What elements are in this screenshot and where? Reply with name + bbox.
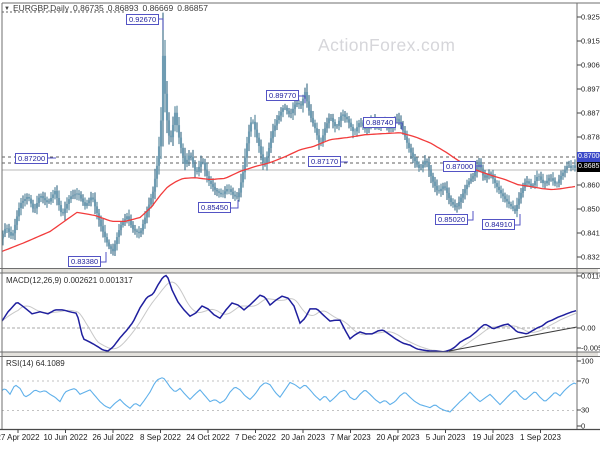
axis-tick-label: 70 xyxy=(581,376,590,386)
axis-tick-label: 0.85075 xyxy=(581,204,600,214)
macd-panel xyxy=(2,274,577,352)
axis-tick-label: 0.86000 xyxy=(581,180,600,190)
axis-tick-label: 0.90625 xyxy=(581,60,600,70)
date-tick-label: 27 Apr 2022 xyxy=(0,433,40,442)
date-tick-label: 5 Jun 2023 xyxy=(425,433,466,442)
axis-current-price-badge: 0.86857 xyxy=(577,162,600,172)
axis-tick-label: 30 xyxy=(581,405,590,415)
watermark: ActionForex.com xyxy=(318,35,456,55)
price-annotation[interactable]: 0.89770 xyxy=(266,90,300,101)
axis-tick-label: 0 xyxy=(581,421,586,431)
price-annotation[interactable]: 0.92670 xyxy=(126,14,160,25)
axis-tick-label: 0.84150 xyxy=(581,228,600,238)
date-tick-label: 26 Jul 2022 xyxy=(92,433,134,442)
rsi-panel xyxy=(2,377,577,413)
axis-tick-label: 0.91550 xyxy=(581,36,600,46)
price-annotation[interactable]: 0.83380 xyxy=(68,256,102,267)
price-annotation[interactable]: 0.84910 xyxy=(482,219,516,230)
macd-trendline xyxy=(448,326,577,352)
date-tick-label: 19 Jul 2023 xyxy=(472,433,514,442)
chart-frame xyxy=(0,2,600,433)
price-annotation[interactable]: 0.87200 xyxy=(15,153,49,164)
price-annotation[interactable]: 0.87000 xyxy=(443,161,477,172)
axis-tick-label: 0.88775 xyxy=(581,108,600,118)
date-tick-label: 7 Dec 2022 xyxy=(235,433,276,442)
price-annotation[interactable]: 0.85020 xyxy=(435,214,469,225)
price-annotation[interactable]: 0.85450 xyxy=(198,202,232,213)
date-tick-label: 20 Apr 2023 xyxy=(376,433,420,442)
price-annotation[interactable]: 0.88740 xyxy=(363,117,397,128)
axis-tick-label: 0.011027 xyxy=(581,271,600,281)
date-tick-label: 8 Sep 2022 xyxy=(140,433,181,442)
date-tick-label: 7 Mar 2023 xyxy=(330,433,371,442)
axis-tick-label: 100 xyxy=(581,356,594,366)
symbol-timeframe: EURGBP,Daily xyxy=(12,3,70,13)
axis-level-badge: 0.87000 xyxy=(577,152,600,162)
price-annotation[interactable]: 0.87170 xyxy=(308,156,342,167)
ohlc-low: 0.86669 xyxy=(142,3,174,13)
price-panel xyxy=(2,11,577,256)
annotation-connector xyxy=(230,200,239,209)
annotation-connector xyxy=(100,252,107,263)
ohlc-close: 0.86857 xyxy=(177,3,208,13)
annotation-connector xyxy=(395,122,403,130)
annotation-connector xyxy=(298,95,306,103)
chart-header: ▼ EURGBP,Daily 0.86735 0.86893 0.86669 0.8685… xyxy=(4,3,208,13)
axis-tick-label: -0.005267 xyxy=(581,343,600,353)
panel-separator xyxy=(2,352,598,357)
ohlc-open: 0.86735 xyxy=(73,3,104,13)
date-tick-label: 20 Jan 2023 xyxy=(280,433,326,442)
macd-main-line xyxy=(2,274,577,352)
symbol-dropdown-icon[interactable]: ▼ xyxy=(4,6,10,12)
moving-average-line xyxy=(2,132,576,253)
rsi-indicator-label: RSI(14) 64.1089 xyxy=(6,359,65,368)
date-tick-label: 10 Jun 2022 xyxy=(43,433,88,442)
axis-tick-label: 0.83225 xyxy=(581,252,600,262)
annotation-connectors xyxy=(47,18,521,263)
annotation-connector xyxy=(158,18,164,30)
rsi-line xyxy=(2,377,577,413)
annotation-connector xyxy=(467,211,474,221)
axis-tick-label: 0.00 xyxy=(581,323,596,333)
annotation-connector xyxy=(514,214,521,226)
panel-separator xyxy=(2,268,598,273)
macd-indicator-label: MACD(12,26,9) 0.002621 0.001317 xyxy=(6,276,133,285)
ohlc-high: 0.86893 xyxy=(107,3,139,13)
date-tick-label: 24 Oct 2022 xyxy=(186,433,230,442)
axis-tick-label: 0.87850 xyxy=(581,132,600,142)
date-tick-label: 1 Sep 2023 xyxy=(520,433,561,442)
axis-tick-label: 0.92500 xyxy=(581,12,600,22)
axis-tick-label: 0.89700 xyxy=(581,84,600,94)
